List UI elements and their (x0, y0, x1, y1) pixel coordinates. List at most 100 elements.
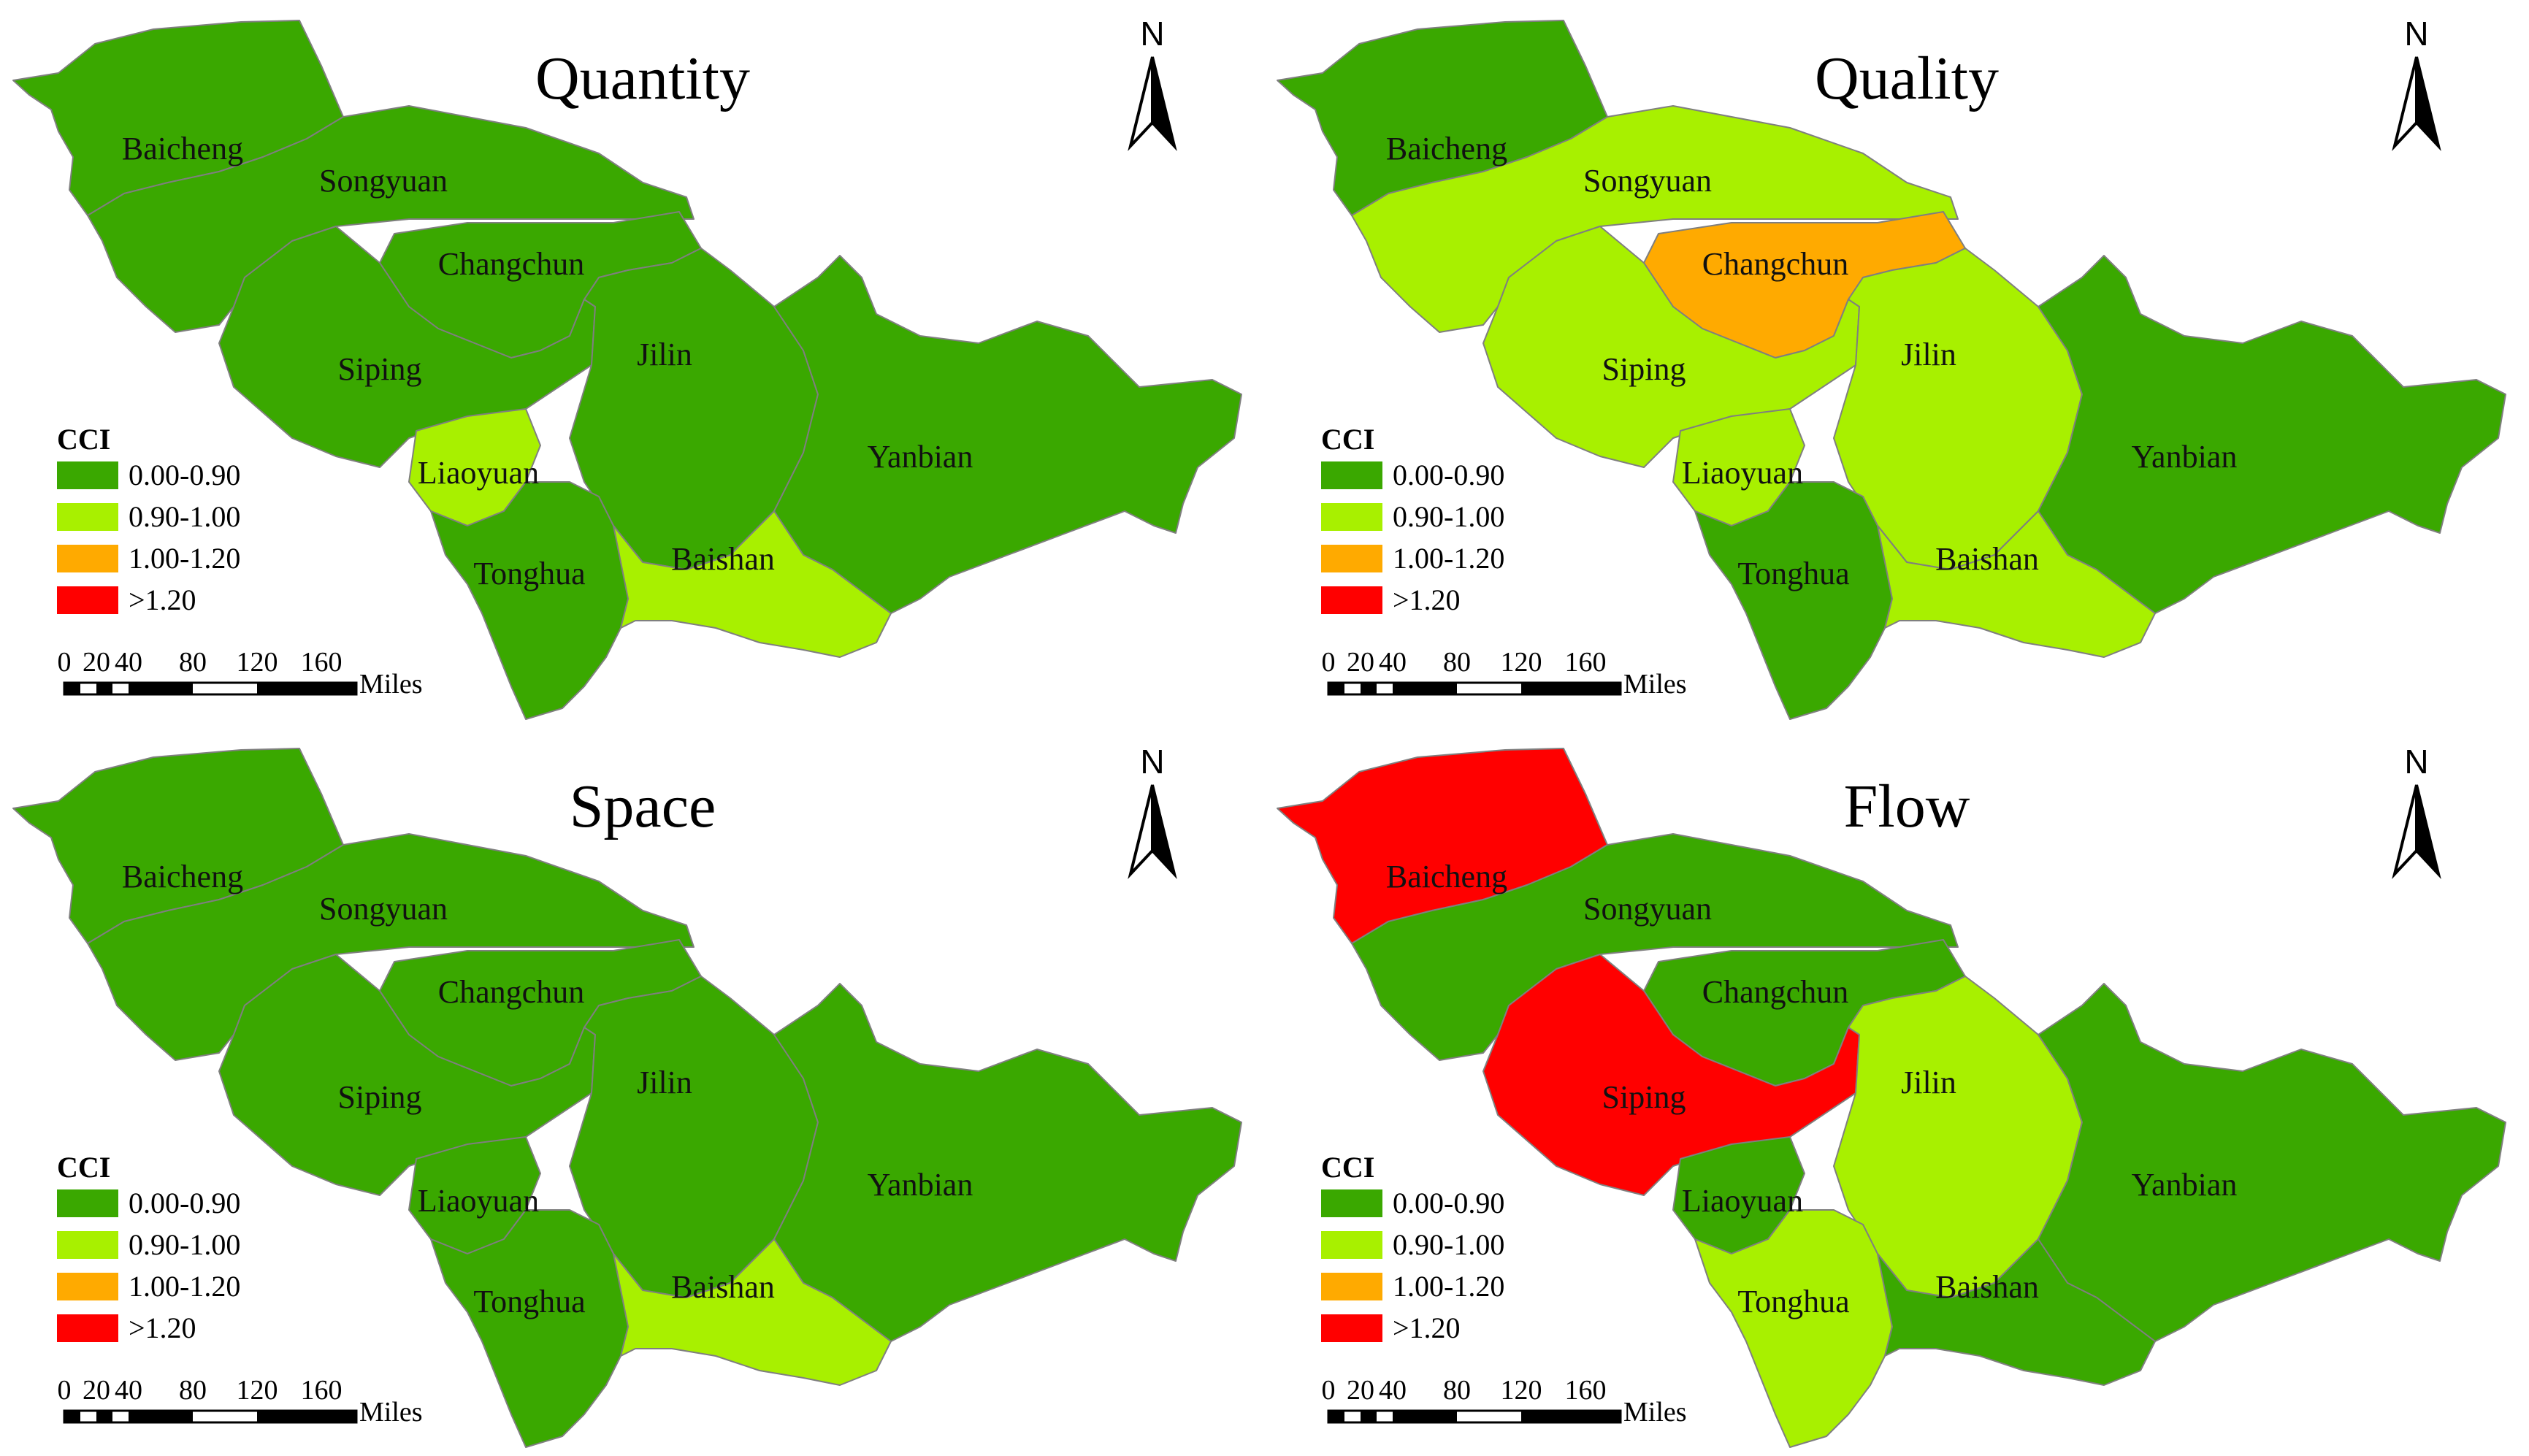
scale-tick-label: 20 (1347, 647, 1374, 678)
region-baishan (613, 1238, 892, 1386)
legend-swatch (1321, 1314, 1382, 1342)
region-label-tonghua: Tonghua (473, 1284, 585, 1319)
region-label-changchun: Changchun (1702, 974, 1848, 1010)
region-baishan (613, 510, 892, 658)
regions (1277, 748, 2506, 1448)
legend-title: CCI (57, 423, 110, 456)
north-arrow-left-icon (2392, 56, 2418, 151)
region-label-jilin: Jilin (637, 1065, 692, 1100)
legend-label: 0.90-1.00 (129, 500, 240, 533)
legend-swatch (57, 1273, 118, 1300)
scale-tick-label: 120 (237, 647, 278, 678)
region-label-baishan: Baishan (1935, 1269, 2039, 1305)
regions (1277, 20, 2506, 720)
legend-label: 0.00-0.90 (129, 459, 240, 491)
region-label-baishan: Baishan (671, 1269, 775, 1305)
north-label: N (2404, 15, 2428, 53)
legend-title: CCI (57, 1151, 110, 1184)
region-baishan (1877, 510, 2156, 658)
scale-tick-label: 120 (237, 1375, 278, 1406)
legend-swatch (1321, 1273, 1382, 1300)
scale-tick-label: 80 (179, 1375, 207, 1406)
region-label-yanbian: Yanbian (2132, 439, 2238, 475)
north-arrow-right-icon (2415, 784, 2441, 879)
region-label-songyuan: Songyuan (319, 163, 448, 199)
region-label-liaoyuan: Liaoyuan (1682, 1183, 1803, 1219)
region-tonghua (1694, 481, 1908, 720)
north-arrow: N (1128, 743, 1177, 879)
legend-title: CCI (1321, 1151, 1374, 1184)
region-tonghua (430, 481, 643, 720)
scale-tick-label: 80 (1443, 647, 1471, 678)
region-label-tonghua: Tonghua (473, 556, 585, 591)
scale-tick-label: 40 (1379, 647, 1407, 678)
scale-tick-label: 0 (1322, 1375, 1336, 1406)
north-label: N (1140, 743, 1164, 781)
scale-tick-label: 20 (83, 1375, 110, 1406)
region-label-songyuan: Songyuan (1583, 163, 1712, 199)
region-label-changchun: Changchun (438, 246, 584, 282)
north-arrow-right-icon (2415, 56, 2441, 151)
map-title: Quantity (535, 45, 750, 112)
region-tonghua (430, 1209, 643, 1448)
region-label-songyuan: Songyuan (319, 891, 448, 927)
map-title: Quality (1815, 45, 1999, 112)
scale-tick-label: 40 (1379, 1375, 1407, 1406)
legend-swatch (57, 1314, 118, 1342)
north-arrow-right-icon (1151, 784, 1177, 879)
region-label-baicheng: Baicheng (1386, 131, 1507, 166)
region-label-baishan: Baishan (1935, 541, 2039, 577)
legend-label: 0.90-1.00 (1393, 1228, 1504, 1261)
scale-bar: 0 20 40 80 120 160 Miles (1322, 647, 1687, 700)
legend-swatch (1321, 1231, 1382, 1259)
legend-swatch (1321, 545, 1382, 572)
north-arrow-left-icon (2392, 784, 2418, 879)
scale-bar: 0 20 40 80 120 160 Miles (1322, 1375, 1687, 1428)
legend-swatch (1321, 586, 1382, 614)
north-arrow: N (2392, 743, 2441, 879)
scale-tick-label: 20 (83, 647, 110, 678)
scale-tick-label: 160 (1565, 647, 1607, 678)
map-title: Space (570, 773, 716, 840)
scale-tick-label: 120 (1501, 647, 1542, 678)
map-flow: Baicheng Songyuan Changchun Siping Jilin Liao… (1277, 743, 2506, 1448)
north-label: N (1140, 15, 1164, 53)
scale-tick-label: 80 (179, 647, 207, 678)
scale-unit: Miles (1623, 1397, 1687, 1428)
region-label-tonghua: Tonghua (1737, 556, 1849, 591)
legend-label: 0.90-1.00 (1393, 500, 1504, 533)
region-yanbian (773, 255, 1242, 614)
legend-title: CCI (1321, 423, 1374, 456)
map-quantity: Baicheng Songyuan Changchun Siping Jilin Liao… (12, 15, 1242, 720)
legend-swatch (57, 586, 118, 614)
scale-tick-label: 0 (58, 647, 72, 678)
legend-swatch (57, 1189, 118, 1217)
region-label-jilin: Jilin (1901, 1065, 1956, 1100)
legend-label: >1.20 (1393, 583, 1461, 616)
legend-label: 0.00-0.90 (129, 1187, 240, 1219)
region-label-songyuan: Songyuan (1583, 891, 1712, 927)
region-label-jilin: Jilin (1901, 337, 1956, 372)
legend-label: >1.20 (1393, 1311, 1461, 1344)
map-quality: Baicheng Songyuan Changchun Siping Jilin Liao… (1277, 15, 2506, 720)
regions (12, 20, 1242, 720)
scale-tick-label: 80 (1443, 1375, 1471, 1406)
region-label-liaoyuan: Liaoyuan (1682, 455, 1803, 491)
legend-label: 0.00-0.90 (1393, 459, 1504, 491)
map-title: Flow (1844, 773, 1970, 840)
region-label-liaoyuan: Liaoyuan (418, 455, 539, 491)
legend-label: 0.00-0.90 (1393, 1187, 1504, 1219)
legend-label: 1.00-1.20 (1393, 1270, 1504, 1303)
scale-tick-label: 0 (1322, 647, 1336, 678)
north-arrow: N (2392, 15, 2441, 151)
region-label-siping: Siping (1602, 1079, 1686, 1115)
region-label-baishan: Baishan (671, 541, 775, 577)
region-label-baicheng: Baicheng (122, 859, 243, 894)
region-label-liaoyuan: Liaoyuan (418, 1183, 539, 1219)
regions (12, 748, 1242, 1448)
region-label-siping: Siping (1602, 351, 1686, 387)
region-baishan (1877, 1238, 2156, 1386)
legend-label: >1.20 (129, 1311, 196, 1344)
scale-unit: Miles (359, 669, 423, 700)
region-label-jilin: Jilin (637, 337, 692, 372)
